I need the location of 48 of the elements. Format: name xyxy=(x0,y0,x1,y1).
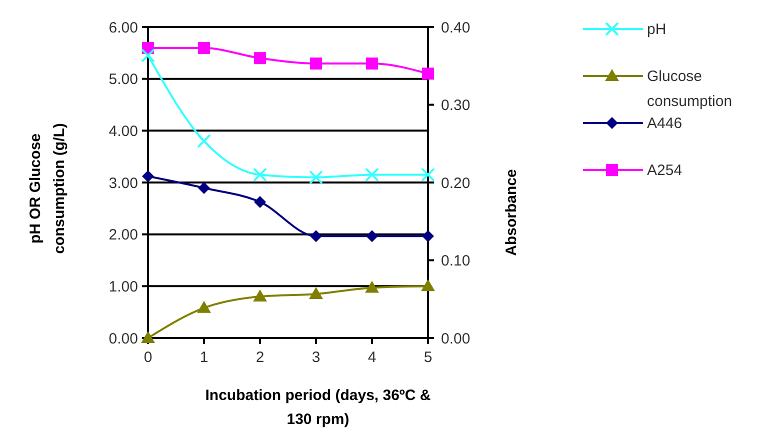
point xyxy=(253,290,267,302)
point xyxy=(197,300,211,313)
point xyxy=(365,280,379,293)
y2-tick-label: 0.10 xyxy=(441,252,470,270)
point xyxy=(365,168,379,182)
point xyxy=(254,52,266,64)
point xyxy=(421,279,435,292)
legend-label: Glucose consumption xyxy=(647,68,732,110)
point xyxy=(366,230,378,242)
x-tick-label: 2 xyxy=(256,349,264,366)
x-tick-label: 4 xyxy=(368,349,376,366)
y-tick-label: 2.00 xyxy=(108,226,138,244)
y-tick-label: 1.00 xyxy=(108,278,138,296)
y-tick-label: 5.00 xyxy=(108,71,138,88)
y2-tick-label: 0.00 xyxy=(441,330,470,348)
point xyxy=(254,196,266,208)
y2-axis-title: Absorbance xyxy=(503,169,520,256)
y2-tick-label: 0.30 xyxy=(441,97,470,114)
x-tick-label: 3 xyxy=(312,349,320,366)
point xyxy=(197,134,211,148)
x-tick-label: 5 xyxy=(424,349,432,366)
x-tick-label: 1 xyxy=(200,349,208,366)
point xyxy=(309,170,323,184)
legend-label: A446 xyxy=(647,115,682,132)
point xyxy=(310,58,322,70)
y2-tick-label: 0.20 xyxy=(441,174,470,192)
y-tick-label: 3.00 xyxy=(108,174,138,192)
point xyxy=(141,48,155,63)
point xyxy=(142,170,154,182)
point xyxy=(198,42,210,54)
point xyxy=(141,331,155,343)
point xyxy=(310,230,322,242)
point xyxy=(253,168,267,182)
point xyxy=(366,58,378,70)
y-tick-label: 4.00 xyxy=(108,122,138,140)
point xyxy=(421,168,435,182)
point xyxy=(422,68,434,80)
y-axis-title: pH OR Glucose consumption (g/L) xyxy=(27,123,68,254)
y2-tick-label: 0.40 xyxy=(441,19,470,36)
y-tick-label: 6.00 xyxy=(108,19,138,36)
legend-label: A254 xyxy=(647,162,682,179)
point xyxy=(422,230,434,242)
point xyxy=(198,182,210,194)
x-axis-title: Incubation period (days, 36ºC & 130 rpm) xyxy=(205,387,431,428)
legend-label: pH xyxy=(647,21,666,38)
point xyxy=(309,286,323,299)
x-tick-label: 0 xyxy=(144,349,152,366)
y-tick-label: 0.00 xyxy=(108,330,138,348)
